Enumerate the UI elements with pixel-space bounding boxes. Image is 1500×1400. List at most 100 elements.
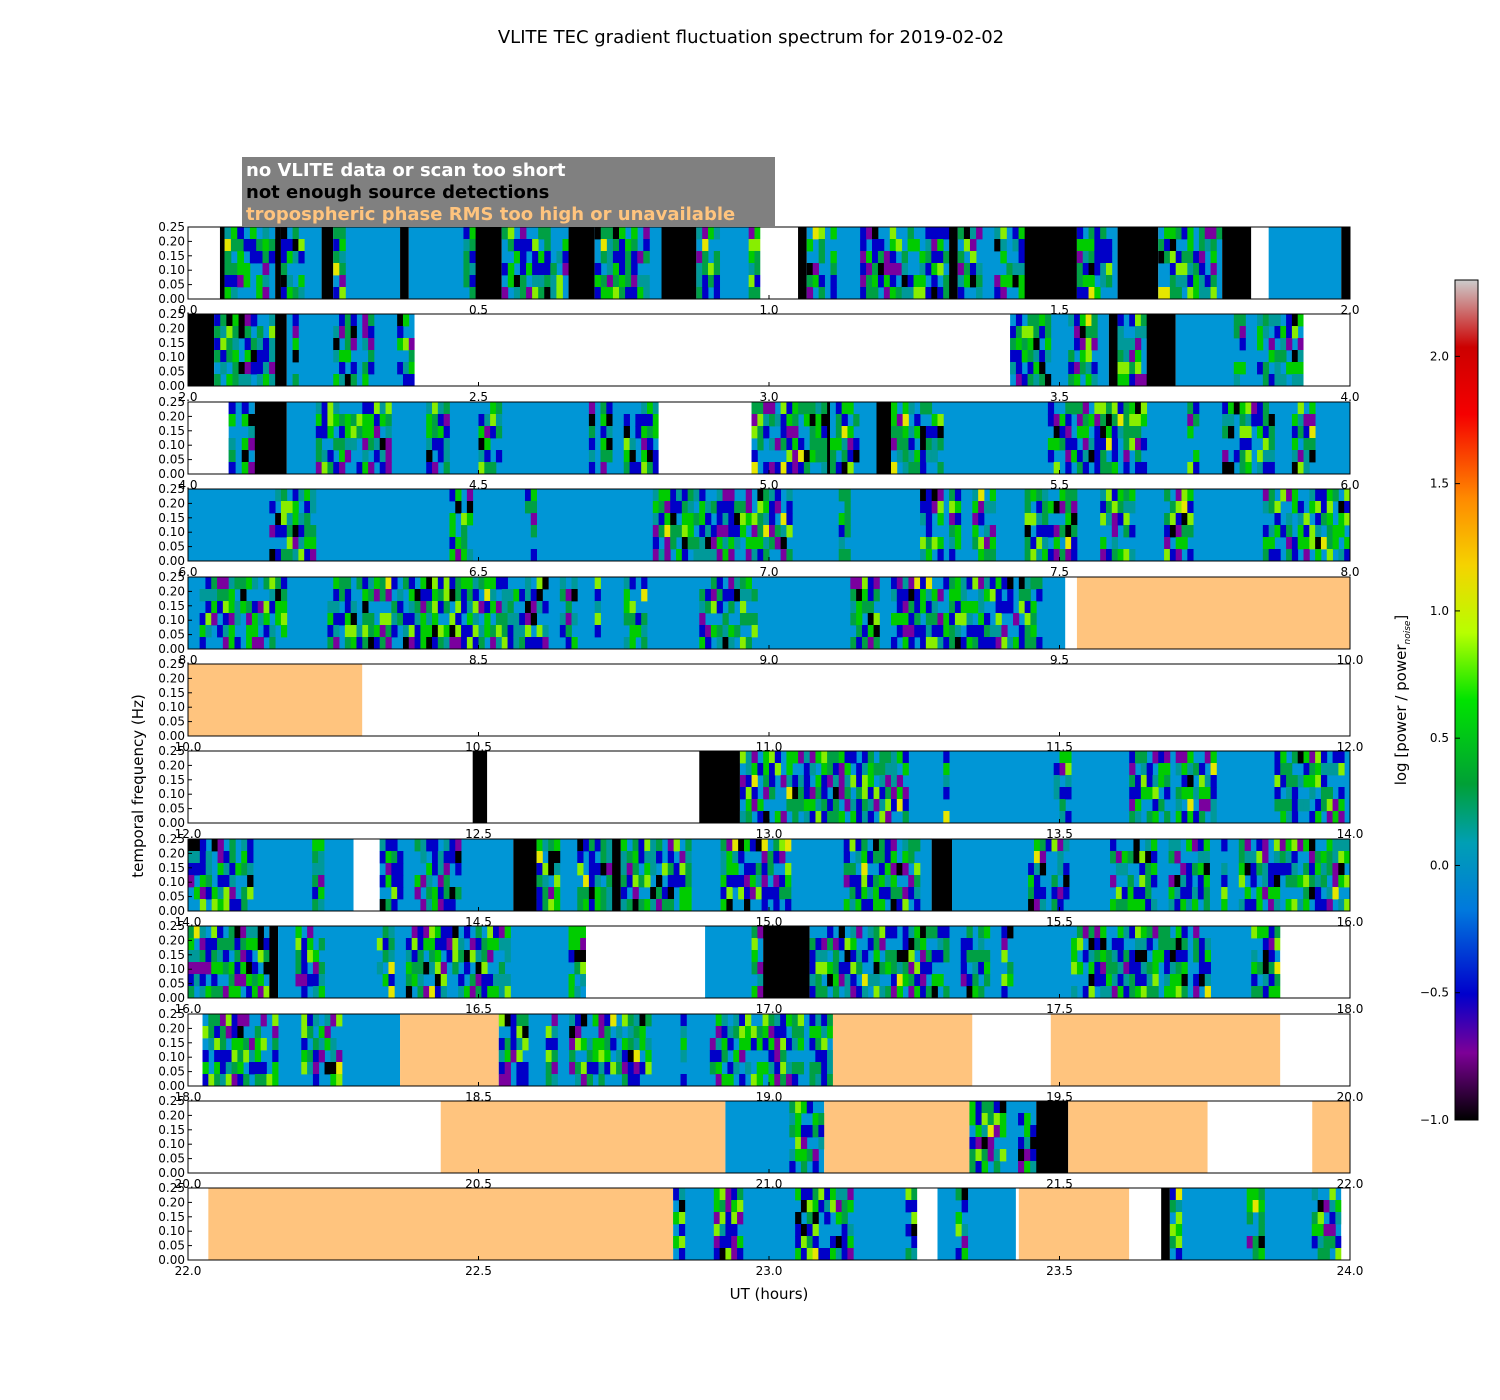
spectrum-cell bbox=[800, 1236, 808, 1249]
spectrum-cell bbox=[449, 839, 456, 852]
spectrum-cell bbox=[217, 899, 224, 912]
spectrum-cell bbox=[1152, 787, 1159, 800]
spectrum-cell bbox=[1158, 775, 1165, 788]
spectrum-cell bbox=[806, 1248, 813, 1261]
spectrum-cell bbox=[885, 986, 892, 999]
spectrum-cell bbox=[832, 811, 840, 824]
spectrum-cell bbox=[556, 275, 563, 288]
spectrum-cell bbox=[1030, 1137, 1037, 1150]
spectrum-cell bbox=[1280, 374, 1287, 387]
spectrum-cell bbox=[1332, 489, 1339, 502]
spectrum-cell bbox=[943, 986, 950, 999]
spectrum-cell bbox=[737, 1248, 744, 1261]
spectrum-cell bbox=[606, 287, 614, 300]
spectrum-cell bbox=[312, 887, 319, 900]
x-tick-label: 13.5 bbox=[1046, 827, 1073, 841]
spectrum-cell bbox=[1164, 287, 1171, 300]
spectrum-cell bbox=[705, 625, 712, 638]
spectrum-cell bbox=[890, 875, 897, 888]
spectrum-cell bbox=[1216, 227, 1223, 240]
spectrum-cell bbox=[844, 950, 851, 963]
spectrum-cell bbox=[382, 950, 389, 963]
spectrum-cell bbox=[405, 974, 413, 987]
spectrum-cell bbox=[312, 1074, 320, 1087]
spectrum-cell bbox=[237, 227, 244, 240]
spectrum-cell bbox=[902, 839, 909, 852]
spectrum-cell bbox=[1320, 751, 1328, 764]
spectrum-cell bbox=[598, 1026, 605, 1039]
spectrum-cell bbox=[860, 227, 867, 240]
spectrum-cell bbox=[867, 613, 874, 626]
spectrum-cell bbox=[327, 637, 334, 650]
spectrum-cell bbox=[408, 350, 415, 363]
spectrum-cell bbox=[966, 601, 973, 614]
spectrum-cell bbox=[554, 851, 561, 864]
spectrum-cell bbox=[914, 613, 921, 626]
spectrum-cell bbox=[330, 1074, 337, 1087]
spectrum-cell bbox=[1262, 402, 1270, 415]
spectrum-cell bbox=[889, 239, 897, 252]
spectrum-cell bbox=[217, 875, 224, 888]
spectrum-cell bbox=[339, 450, 346, 463]
spectrum-cell bbox=[1297, 537, 1304, 550]
spectrum-cell bbox=[664, 513, 671, 526]
spectrum-cell bbox=[238, 314, 246, 327]
spectrum-cell bbox=[1169, 1224, 1177, 1237]
spectrum-cell bbox=[1320, 851, 1327, 864]
spectrum-cell bbox=[1303, 875, 1310, 888]
spectrum-cell bbox=[821, 462, 828, 475]
spectrum-cell bbox=[1039, 362, 1046, 375]
spectrum-cell bbox=[708, 263, 715, 276]
spectrum-cell bbox=[678, 1248, 686, 1261]
spectrum-cell bbox=[1210, 775, 1217, 788]
spectrum-cell bbox=[821, 1062, 828, 1075]
spectrum-cell bbox=[269, 601, 276, 614]
spectrum-cell bbox=[774, 1014, 781, 1027]
spectrum-cell bbox=[1168, 851, 1175, 864]
spectrum-cell bbox=[1100, 926, 1107, 939]
spectrum-cell bbox=[937, 513, 944, 526]
spectrum-cell bbox=[902, 625, 909, 638]
spectrum-cell bbox=[705, 589, 712, 602]
spectrum-cell bbox=[786, 799, 793, 812]
spectrum-cell bbox=[1039, 374, 1046, 387]
spectrum-cell bbox=[262, 275, 270, 288]
spectrum-cell bbox=[878, 839, 886, 852]
spectrum-cell bbox=[878, 851, 886, 864]
spectrum-cell bbox=[262, 239, 270, 252]
spectrum-cell bbox=[495, 613, 503, 626]
spectrum-cell bbox=[768, 1074, 775, 1087]
spectrum-cell bbox=[1036, 637, 1043, 650]
spectrum-cell bbox=[1129, 438, 1136, 451]
x-tick-label: 22.5 bbox=[465, 1264, 492, 1278]
spectrum-cell bbox=[327, 426, 334, 439]
spectrum-cell bbox=[463, 251, 470, 264]
spectrum-cell bbox=[256, 338, 264, 351]
spectrum-cell bbox=[838, 787, 845, 800]
spectrum-cell bbox=[1079, 338, 1087, 351]
spectrum-cell bbox=[1268, 525, 1275, 538]
spectrum-cell bbox=[637, 287, 644, 300]
spectrum-cell bbox=[629, 450, 636, 463]
spectrum-cell bbox=[809, 1062, 816, 1075]
spectrum-cell bbox=[222, 986, 230, 999]
spectrum-cell bbox=[426, 839, 433, 852]
spectrum-cell bbox=[1129, 338, 1136, 351]
spectrum-cell bbox=[978, 501, 985, 514]
spectrum-cell bbox=[981, 1161, 989, 1174]
spectrum-cell bbox=[580, 938, 587, 951]
spectrum-cell bbox=[1027, 374, 1034, 387]
spectrum-cell bbox=[641, 637, 648, 650]
spectrum-cell bbox=[1268, 314, 1275, 327]
spectrum-cell bbox=[641, 450, 648, 463]
spectrum-cell bbox=[532, 251, 539, 264]
spectrum-cell bbox=[681, 525, 689, 538]
spectrum-cell bbox=[943, 637, 950, 650]
spectrum-cell bbox=[744, 863, 751, 876]
spectrum-cell bbox=[633, 1074, 640, 1087]
spectrum-cell bbox=[1076, 287, 1084, 300]
spectrum-cell bbox=[1239, 326, 1246, 339]
spectrum-cell bbox=[1174, 875, 1181, 888]
spectrum-cell bbox=[1140, 326, 1148, 339]
spectrum-cell bbox=[908, 962, 915, 975]
